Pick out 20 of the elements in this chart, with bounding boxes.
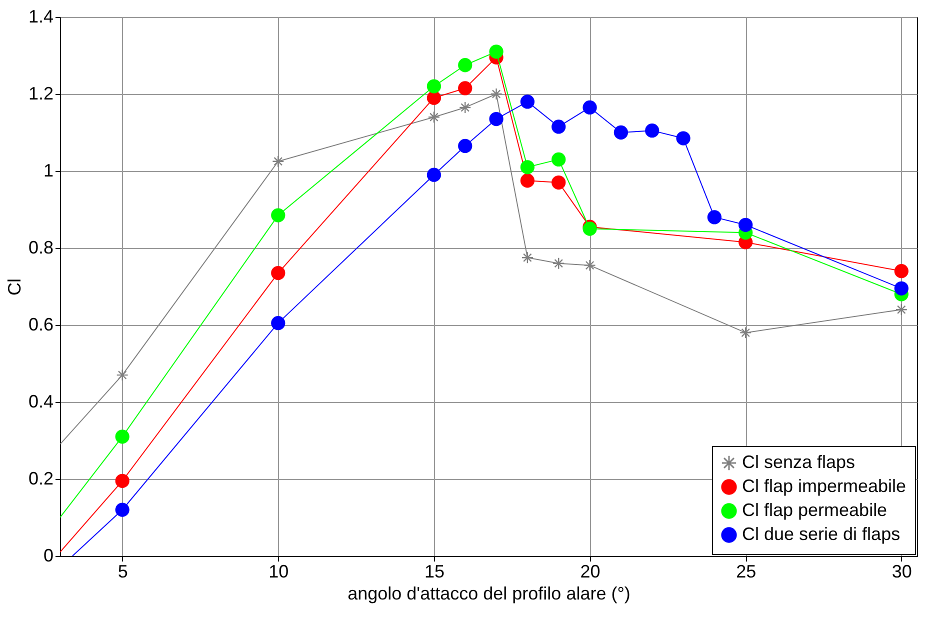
x-tick-label: 5 — [118, 562, 128, 582]
y-tick-label: 0.4 — [28, 392, 54, 412]
y-tick-label: 1.2 — [28, 84, 54, 104]
y-axis-title: Cl — [4, 278, 24, 296]
y-tick-label: 0.8 — [28, 238, 54, 258]
x-tick-label: 30 — [892, 562, 912, 582]
legend-label: Cl due serie di flaps — [742, 524, 900, 544]
y-tick-label: 0.6 — [28, 314, 54, 334]
x-axis-title: angolo d'attacco del profilo alare (°) — [348, 584, 630, 604]
y-tick-label: 1 — [43, 160, 54, 180]
y-tick-label: 1.4 — [28, 6, 54, 26]
legend-label: Cl flap impermeabile — [742, 476, 906, 496]
x-tick-label: 15 — [424, 562, 444, 582]
legend-label: Cl flap permeabile — [742, 500, 888, 520]
x-tick-label: 20 — [580, 562, 600, 582]
y-tick-label: 0 — [43, 546, 54, 566]
y-tick-label: 0.2 — [28, 468, 54, 488]
x-tick-label: 25 — [736, 562, 756, 582]
x-tick-label: 10 — [268, 562, 289, 582]
legend-label: Cl senza flaps — [742, 452, 856, 472]
